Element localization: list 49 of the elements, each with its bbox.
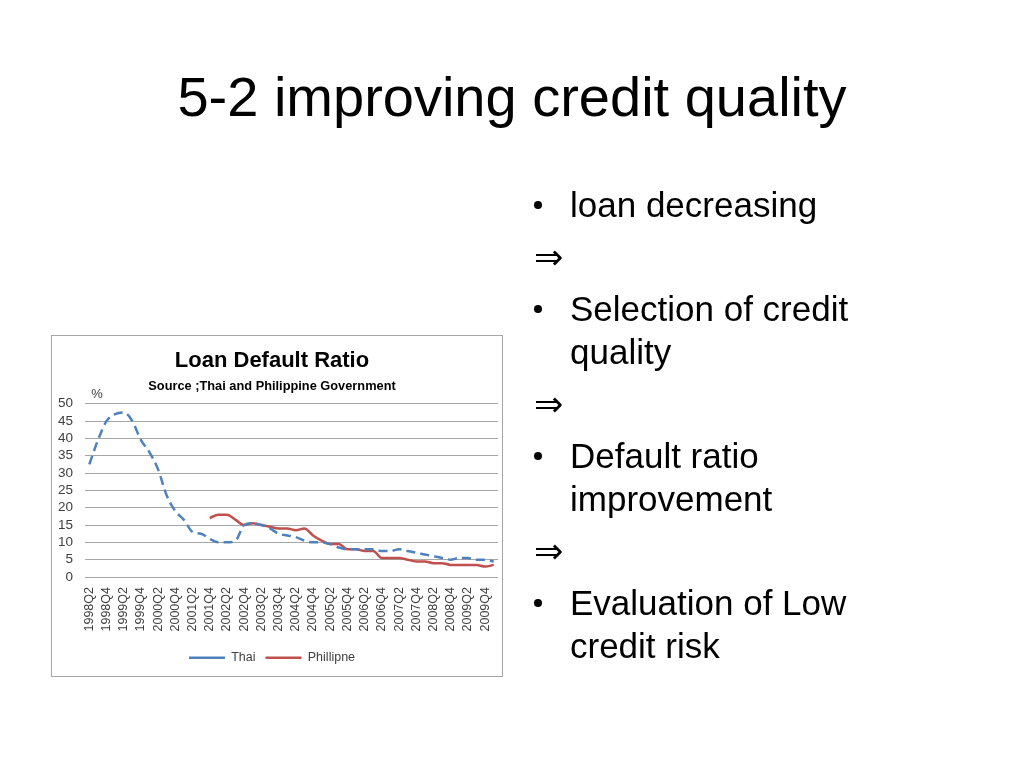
y-tick-label: 15 <box>57 516 74 532</box>
text: Default ratio improvement <box>570 436 773 518</box>
x-tick-label: 2006Q2 <box>357 586 372 632</box>
x-tick-label: 2004Q4 <box>305 586 320 632</box>
x-tick-label: 2007Q4 <box>408 586 423 632</box>
text: 5-2 improving credit quality <box>176 64 848 130</box>
text: Selection of credit quality <box>570 289 849 371</box>
x-tick-label: 2003Q4 <box>271 586 286 632</box>
x-tick-label: 2004Q2 <box>288 586 303 632</box>
x-tick-label: 2009Q4 <box>477 586 492 632</box>
text: loan decreasing <box>570 185 818 224</box>
text: Evaluation of Low credit risk <box>570 583 847 665</box>
x-tick-label: 2000Q2 <box>150 586 165 632</box>
x-tick-label: 2001Q4 <box>202 586 217 632</box>
x-tick-label: 2009Q2 <box>460 586 475 632</box>
x-tick-label: 1999Q4 <box>133 586 148 632</box>
x-tick-label: 2005Q4 <box>339 586 354 632</box>
chart-subtitle: Source ;Thai and Philippine Government <box>148 377 397 393</box>
x-tick-label: 2006Q4 <box>374 586 389 632</box>
x-tick-label: 2007Q2 <box>391 586 406 632</box>
x-tick-label: 1998Q4 <box>98 586 113 632</box>
y-tick-label: 40 <box>57 430 74 446</box>
x-tick-label: 2002Q4 <box>236 586 251 632</box>
y-tick-label: 10 <box>57 534 74 550</box>
x-tick-label: 1999Q2 <box>116 586 131 632</box>
y-tick-label: 5 <box>65 551 74 567</box>
y-tick-label: 30 <box>57 464 74 480</box>
y-tick-label: 20 <box>57 499 74 515</box>
x-tick-label: 2008Q4 <box>443 586 458 632</box>
y-tick-label: 50 <box>57 395 74 411</box>
y-tick-label: 25 <box>57 482 74 498</box>
legend-label: Phillipne <box>307 650 356 665</box>
y-tick-label: 45 <box>57 412 74 428</box>
chart-title: Loan Default Ratio <box>174 347 370 373</box>
y-axis-title: % <box>91 385 104 401</box>
x-tick-label: 2002Q2 <box>219 586 234 632</box>
line-series <box>88 411 495 563</box>
x-tick-label: 1998Q2 <box>81 586 96 632</box>
x-tick-label: 2008Q2 <box>425 586 440 632</box>
y-tick-label: 35 <box>57 447 74 463</box>
text: ⇒ <box>534 384 564 423</box>
x-tick-label: 2001Q2 <box>185 586 200 632</box>
x-tick-label: 2000Q4 <box>167 586 182 632</box>
legend-label: Thai <box>231 650 256 665</box>
x-tick-label: 2003Q2 <box>253 586 268 632</box>
x-tick-label: 2005Q2 <box>322 586 337 632</box>
y-tick-label: 0 <box>65 568 74 584</box>
text: ⇒ <box>534 531 564 570</box>
text: ⇒ <box>534 237 564 276</box>
